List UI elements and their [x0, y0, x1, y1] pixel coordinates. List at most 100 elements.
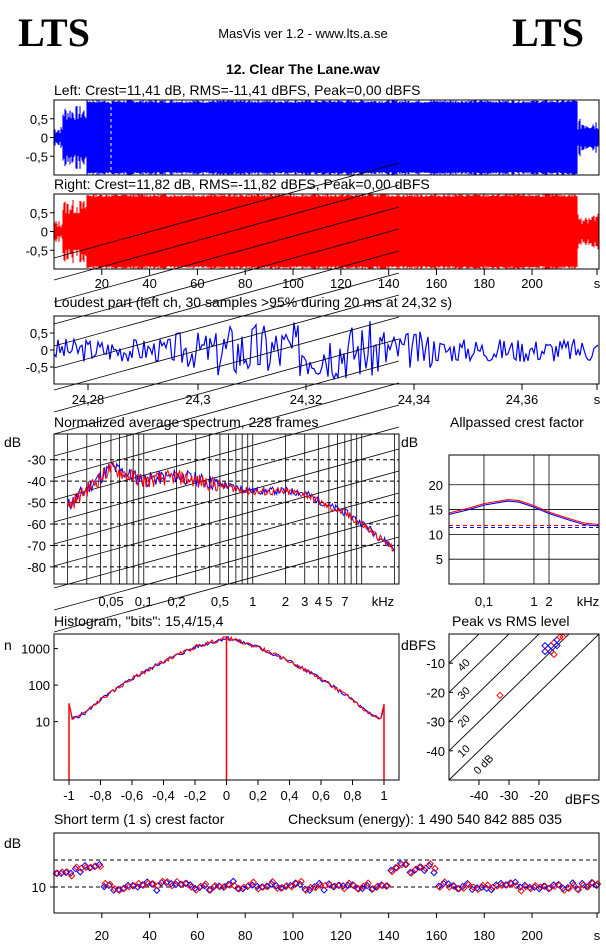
short-term-left-point [253, 882, 261, 891]
histogram-xtick-label: -0,6 [121, 788, 143, 803]
short-term-right-point [402, 860, 411, 869]
short-term-right-point [72, 863, 81, 871]
loudest-part-ytick-label: 0 [41, 343, 48, 358]
short-term-right-point [431, 864, 439, 873]
spectrum-xtick-label: kHz [372, 594, 394, 609]
loudest-part-title: Loudest part (left ch, 30 samples >95% d… [54, 294, 452, 310]
peak-rms-diagonal [448, 633, 510, 693]
short-term-right-point [364, 879, 372, 887]
short-term-right-point [345, 879, 353, 887]
waveform-xtick-label: s [594, 276, 601, 291]
peak-rms-ytick-label: -30 [426, 715, 445, 730]
spectrum-slope-line [53, 272, 400, 369]
spectrum-xtick-label: 7 [341, 594, 348, 609]
histogram-ytick-label: 100 [28, 678, 50, 693]
logo-left: LTS [18, 10, 90, 55]
histogram-xtick-label: 1 [380, 788, 387, 803]
short-term-right-point [173, 877, 181, 886]
short-term-right-point [268, 878, 277, 886]
spectrum-xtick-label: 2 [282, 594, 289, 609]
peak-rms-point [541, 647, 549, 656]
spectrum-xtick-label: 0,05 [98, 594, 123, 609]
short-term-right-point [63, 868, 71, 876]
short-term-right-point [249, 878, 258, 886]
app-title: MasVis ver 1.2 - www.lts.a.se [218, 26, 388, 41]
crest-ytick-label: 15 [429, 503, 443, 518]
spectrum-ytick-label: -50 [27, 496, 46, 511]
spectrum-slope-line [53, 316, 400, 413]
peak-rms-diagonal [448, 633, 540, 722]
short-term-xtick-label: 40 [142, 928, 156, 943]
short-term-right-point [517, 887, 525, 895]
crest-left-curve [448, 500, 600, 527]
spectrum-slope-line [53, 338, 400, 435]
loudest-xtick-label: s [594, 392, 601, 407]
spectrum-xtick-label: 0,1 [135, 594, 153, 609]
loudest-xtick-label: 24,34 [398, 392, 431, 407]
right-waveform-ytick-label: -0,5 [26, 243, 48, 258]
peak-rms-point [550, 639, 558, 647]
short-term-xtick-label: s [594, 928, 601, 943]
peak-rms-ytick-label: -40 [426, 744, 445, 759]
short-term-right-point [307, 883, 315, 892]
histogram-xtick-label: 0 [223, 788, 230, 803]
crest-title: Allpassed crest factor [450, 414, 584, 430]
short-term-right-point [130, 882, 138, 890]
short-term-left-point [401, 860, 410, 869]
short-term-left-point [263, 882, 271, 891]
peak-rms-point [547, 641, 555, 650]
short-term-left-point [444, 880, 453, 888]
spectrum-xtick-label: 4 [315, 594, 322, 609]
waveform-xtick-label: 60 [190, 276, 204, 291]
waveform-xtick-label: 20 [95, 276, 109, 291]
short-term-right-point [464, 880, 473, 889]
spectrum-slope-line [53, 514, 400, 611]
short-term-left-point [382, 882, 390, 890]
right-waveform-title: Right: Crest=11,82 dB, RMS=-11,82 dBFS, … [54, 176, 430, 192]
short-term-left-point [420, 866, 429, 875]
short-term-right-point [531, 881, 540, 890]
short-term-left-point [487, 886, 496, 894]
waveform-xtick-label: 140 [378, 276, 400, 291]
checksum: Checksum (energy): 1 490 540 842 885 035 [288, 811, 562, 827]
loudest-xtick-label: 24,36 [506, 392, 539, 407]
spectrum-right-curve [67, 461, 395, 552]
crest-xtick-label: 2 [545, 594, 552, 609]
short-term-right-point [158, 877, 167, 886]
short-term-left-point [454, 885, 462, 893]
peak-rms-frame [448, 633, 600, 781]
short-term-right-point [574, 885, 583, 894]
crest-ytick-label: 10 [429, 527, 443, 542]
short-term-left-point [320, 886, 328, 894]
spectrum-slope-line [53, 404, 400, 501]
short-term-right-point [292, 879, 301, 888]
short-term-left-point [148, 880, 156, 888]
short-term-left-point [167, 879, 175, 888]
short-term-right-point [149, 880, 157, 888]
peak-rms-diagonal [448, 633, 480, 664]
short-term-right-point [589, 879, 597, 887]
peak-rms-diag-label: 0 dB [472, 753, 496, 777]
waveform-xtick-label: 100 [282, 276, 304, 291]
peak-rms-diag-label: 20 [456, 713, 473, 730]
peak-rms-diagonal [448, 633, 600, 781]
spectrum-ytick-label: -80 [27, 560, 46, 575]
short-term-left-point [568, 879, 577, 887]
short-term-left-point [425, 861, 433, 870]
crest-ytick-label: 20 [429, 478, 443, 493]
crest-ylabel: dB [401, 434, 418, 450]
short-term-left-point [205, 886, 214, 894]
spectrum-ytick-label: -30 [27, 453, 46, 468]
short-term-right-point [483, 881, 492, 889]
short-term-right-point [134, 879, 143, 888]
peak-rms-point [550, 650, 558, 659]
histogram-xtick-label: 0,8 [343, 788, 361, 803]
short-term-right-point [579, 881, 587, 889]
short-term-right-point [436, 883, 444, 891]
short-term-right-point [225, 881, 234, 889]
short-term-right-point [512, 881, 521, 890]
peak-rms-point [541, 641, 549, 650]
spectrum-slope-line [53, 382, 400, 479]
peak-rms-xtick-label: -30 [500, 788, 519, 803]
short-term-right-point [417, 863, 425, 871]
